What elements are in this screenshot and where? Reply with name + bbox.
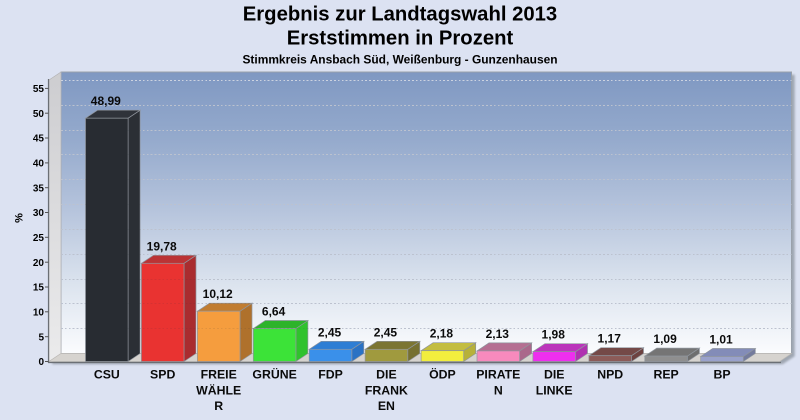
svg-text:1,01: 1,01 bbox=[709, 333, 733, 347]
svg-text:Ergebnis zur Landtagswahl 2013: Ergebnis zur Landtagswahl 2013 bbox=[243, 4, 557, 26]
svg-text:2,45: 2,45 bbox=[374, 325, 398, 339]
svg-text:EN: EN bbox=[378, 399, 395, 413]
svg-text:5: 5 bbox=[38, 332, 44, 343]
svg-text:PIRATE: PIRATE bbox=[476, 368, 520, 382]
svg-text:R: R bbox=[214, 399, 223, 413]
svg-text:10: 10 bbox=[33, 307, 45, 318]
svg-text:1,17: 1,17 bbox=[598, 332, 622, 346]
svg-text:10,12: 10,12 bbox=[203, 287, 233, 301]
svg-text:40: 40 bbox=[33, 159, 45, 170]
svg-text:%: % bbox=[14, 213, 26, 223]
svg-text:Stimmkreis Ansbach Süd, Weißen: Stimmkreis Ansbach Süd, Weißenburg - Gun… bbox=[242, 53, 557, 67]
svg-text:6,64: 6,64 bbox=[262, 305, 286, 319]
svg-text:GRÜNE: GRÜNE bbox=[252, 367, 296, 382]
svg-text:25: 25 bbox=[33, 233, 45, 244]
svg-text:NPD: NPD bbox=[597, 368, 623, 382]
svg-text:35: 35 bbox=[33, 183, 45, 194]
svg-text:CSU: CSU bbox=[94, 368, 120, 382]
svg-text:FRANK: FRANK bbox=[365, 383, 408, 397]
svg-text:BP: BP bbox=[713, 368, 730, 382]
svg-text:FDP: FDP bbox=[318, 368, 343, 382]
svg-text:WÄHLE: WÄHLE bbox=[196, 382, 241, 397]
svg-text:DIE: DIE bbox=[376, 368, 397, 382]
svg-text:15: 15 bbox=[33, 283, 45, 294]
svg-text:1,09: 1,09 bbox=[653, 332, 677, 346]
svg-text:REP: REP bbox=[653, 368, 678, 382]
svg-text:30: 30 bbox=[33, 208, 45, 219]
svg-text:FREIE: FREIE bbox=[201, 368, 237, 382]
svg-text:50: 50 bbox=[33, 109, 45, 120]
svg-text:1,98: 1,98 bbox=[542, 328, 566, 342]
svg-text:SPD: SPD bbox=[150, 368, 175, 382]
svg-text:LINKE: LINKE bbox=[536, 383, 573, 397]
svg-text:DIE: DIE bbox=[544, 368, 565, 382]
svg-text:20: 20 bbox=[33, 258, 45, 269]
svg-text:55: 55 bbox=[33, 84, 45, 95]
svg-text:2,13: 2,13 bbox=[486, 327, 510, 341]
svg-text:45: 45 bbox=[33, 134, 45, 145]
svg-text:0: 0 bbox=[38, 357, 44, 368]
svg-text:ÖDP: ÖDP bbox=[429, 367, 456, 382]
svg-text:Erststimmen in Prozent: Erststimmen in Prozent bbox=[287, 28, 514, 50]
svg-text:19,78: 19,78 bbox=[147, 239, 177, 253]
svg-text:2,45: 2,45 bbox=[318, 325, 342, 339]
svg-text:48,99: 48,99 bbox=[91, 94, 121, 108]
svg-text:N: N bbox=[494, 383, 503, 397]
svg-text:2,18: 2,18 bbox=[430, 327, 454, 341]
